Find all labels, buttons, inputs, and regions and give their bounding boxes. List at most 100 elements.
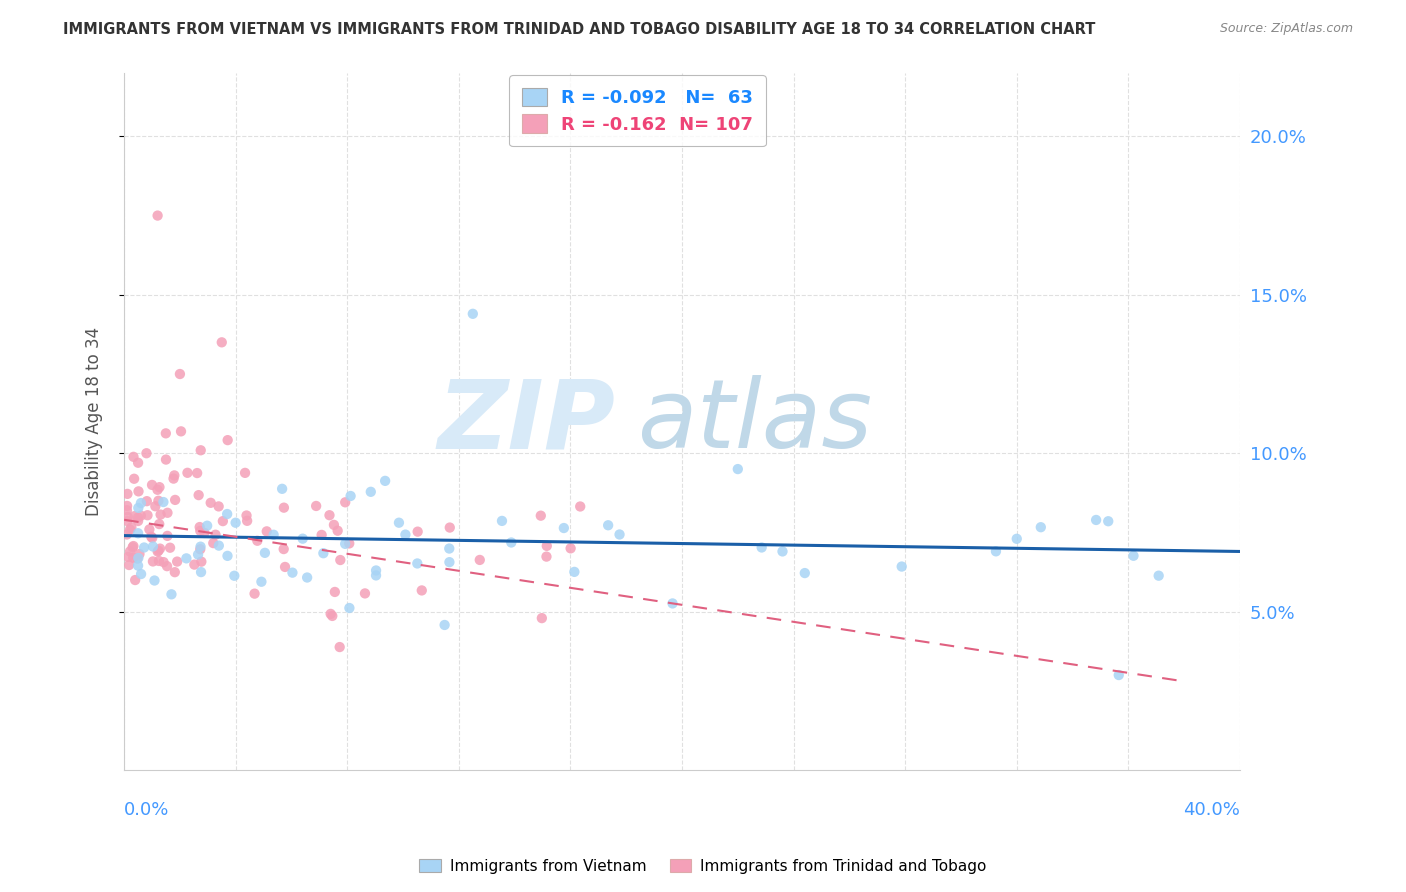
Immigrants from Trinidad and Tobago [187,488,209,502]
Immigrants from Trinidad and Tobago [329,553,352,567]
Immigrants from Trinidad and Tobago [127,456,149,470]
Legend: Immigrants from Vietnam, Immigrants from Trinidad and Tobago: Immigrants from Vietnam, Immigrants from… [413,853,993,880]
Immigrants from Trinidad and Tobago [536,549,558,564]
Immigrants from Trinidad and Tobago [319,607,342,621]
Immigrants from Vietnam [793,566,815,580]
Immigrants from Trinidad and Tobago [439,520,461,534]
Immigrants from Trinidad and Tobago [136,508,159,523]
Immigrants from Vietnam [439,555,461,569]
Immigrants from Trinidad and Tobago [138,523,160,537]
Immigrants from Trinidad and Tobago [208,500,231,514]
Immigrants from Vietnam [190,540,212,554]
Immigrants from Vietnam [406,557,429,571]
Immigrants from Trinidad and Tobago [156,506,179,520]
Immigrants from Vietnam [339,601,361,615]
Immigrants from Vietnam [1147,568,1170,582]
Immigrants from Trinidad and Tobago [155,452,177,467]
Text: 40.0%: 40.0% [1182,802,1240,820]
Immigrants from Vietnam [253,546,276,560]
Immigrants from Trinidad and Tobago [163,468,186,483]
Immigrants from Vietnam [129,496,152,510]
Immigrants from Vietnam [1108,668,1130,682]
Immigrants from Trinidad and Tobago [273,542,295,557]
Immigrants from Vietnam [127,500,149,515]
Immigrants from Trinidad and Tobago [169,367,191,381]
Immigrants from Vietnam [127,551,149,566]
Immigrants from Trinidad and Tobago [146,544,169,558]
Immigrants from Vietnam [217,507,239,521]
Immigrants from Trinidad and Tobago [190,555,212,569]
Immigrants from Trinidad and Tobago [212,514,235,528]
Immigrants from Trinidad and Tobago [468,553,491,567]
Immigrants from Vietnam [751,541,773,555]
Immigrants from Trinidad and Tobago [117,549,139,564]
Immigrants from Trinidad and Tobago [162,472,184,486]
Immigrants from Vietnam [224,568,246,582]
Immigrants from Vietnam [772,544,794,558]
Immigrants from Trinidad and Tobago [165,492,187,507]
Immigrants from Vietnam [132,541,155,555]
Immigrants from Vietnam [160,587,183,601]
Immigrants from Trinidad and Tobago [156,529,179,543]
Immigrants from Trinidad and Tobago [128,547,150,561]
Immigrants from Trinidad and Tobago [188,524,211,538]
Immigrants from Vietnam [461,307,484,321]
Immigrants from Trinidad and Tobago [411,583,433,598]
Immigrants from Trinidad and Tobago [122,472,145,486]
Immigrants from Vietnam [1122,549,1144,563]
Immigrants from Trinidad and Tobago [117,487,139,501]
Immigrants from Trinidad and Tobago [536,539,558,553]
Immigrants from Trinidad and Tobago [190,443,212,458]
Immigrants from Trinidad and Tobago [148,554,170,568]
Immigrants from Trinidad and Tobago [127,551,149,566]
Immigrants from Trinidad and Tobago [122,539,145,553]
Immigrants from Vietnam [661,596,683,610]
Immigrants from Trinidad and Tobago [115,527,138,541]
Immigrants from Trinidad and Tobago [406,524,429,539]
Immigrants from Vietnam [1029,520,1052,534]
Immigrants from Trinidad and Tobago [188,542,211,557]
Immigrants from Vietnam [127,558,149,573]
Immigrants from Vietnam [195,518,218,533]
Immigrants from Trinidad and Tobago [124,573,146,587]
Immigrants from Vietnam [208,539,231,553]
Immigrants from Trinidad and Tobago [159,541,181,555]
Immigrants from Vietnam [152,495,174,509]
Immigrants from Vietnam [271,482,294,496]
Immigrants from Trinidad and Tobago [155,426,177,441]
Immigrants from Vietnam [439,541,461,556]
Immigrants from Vietnam [360,484,382,499]
Immigrants from Vietnam [388,516,411,530]
Immigrants from Trinidad and Tobago [211,335,233,350]
Immigrants from Trinidad and Tobago [186,466,208,480]
Immigrants from Vietnam [374,474,396,488]
Immigrants from Trinidad and Tobago [127,514,149,528]
Text: Source: ZipAtlas.com: Source: ZipAtlas.com [1219,22,1353,36]
Immigrants from Vietnam [433,618,456,632]
Immigrants from Trinidad and Tobago [236,514,259,528]
Immigrants from Trinidad and Tobago [152,555,174,569]
Immigrants from Trinidad and Tobago [148,480,170,494]
Immigrants from Trinidad and Tobago [311,528,333,542]
Immigrants from Trinidad and Tobago [170,425,193,439]
Immigrants from Trinidad and Tobago [163,565,186,579]
Immigrants from Trinidad and Tobago [142,554,165,568]
Immigrants from Vietnam [609,527,631,541]
Immigrants from Trinidad and Tobago [122,550,145,565]
Immigrants from Trinidad and Tobago [569,500,592,514]
Immigrants from Vietnam [190,565,212,579]
Immigrants from Vietnam [143,574,166,588]
Immigrants from Vietnam [217,549,239,563]
Immigrants from Trinidad and Tobago [274,560,297,574]
Immigrants from Trinidad and Tobago [117,510,139,524]
Immigrants from Vietnam [394,527,416,541]
Text: 0.0%: 0.0% [124,802,170,820]
Immigrants from Trinidad and Tobago [148,493,170,508]
Immigrants from Trinidad and Tobago [273,500,295,515]
Immigrants from Trinidad and Tobago [530,508,553,523]
Text: IMMIGRANTS FROM VIETNAM VS IMMIGRANTS FROM TRINIDAD AND TOBAGO DISABILITY AGE 18: IMMIGRANTS FROM VIETNAM VS IMMIGRANTS FR… [63,22,1095,37]
Immigrants from Vietnam [890,559,912,574]
Immigrants from Vietnam [127,526,149,541]
Immigrants from Trinidad and Tobago [323,517,346,532]
Immigrants from Trinidad and Tobago [127,510,149,524]
